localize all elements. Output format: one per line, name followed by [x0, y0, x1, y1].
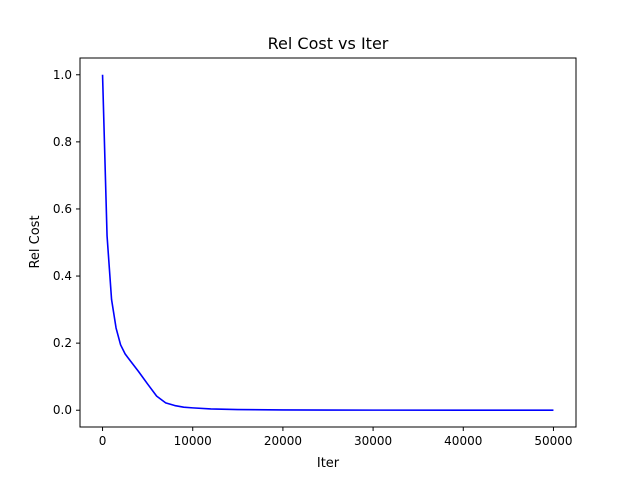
x-axis-label: Iter	[317, 456, 340, 471]
y-axis-label: Rel Cost	[28, 215, 43, 268]
y-tick-label: 0.8	[53, 135, 72, 149]
y-tick-label: 0.2	[53, 336, 72, 350]
x-axis-ticks: 0 10000 20000 30000 40000 50000	[99, 427, 573, 448]
x-tick-label: 50000	[534, 434, 572, 448]
plot-frame	[79, 57, 577, 428]
series-layer	[101, 74, 554, 412]
y-tick-label: 1.0	[53, 68, 72, 82]
series-line	[101, 74, 554, 412]
y-tick-label: 0.6	[53, 202, 72, 216]
x-tick-label: 0	[99, 434, 107, 448]
chart-title: Rel Cost vs Iter	[268, 34, 389, 53]
x-tick-label: 20000	[264, 434, 302, 448]
x-tick-label: 40000	[444, 434, 482, 448]
y-tick-label: 0.0	[53, 403, 72, 417]
plot-area: 0 10000 20000 30000 40000 50000 0.00.20.40.60…	[53, 57, 577, 448]
y-axis-ticks: 0.0 0.2 0.4 0.6 0.8 1.0	[53, 68, 80, 417]
y-tick-label: 0.4	[53, 269, 72, 283]
x-tick-label: 10000	[174, 434, 212, 448]
x-tick-label: 30000	[354, 434, 392, 448]
